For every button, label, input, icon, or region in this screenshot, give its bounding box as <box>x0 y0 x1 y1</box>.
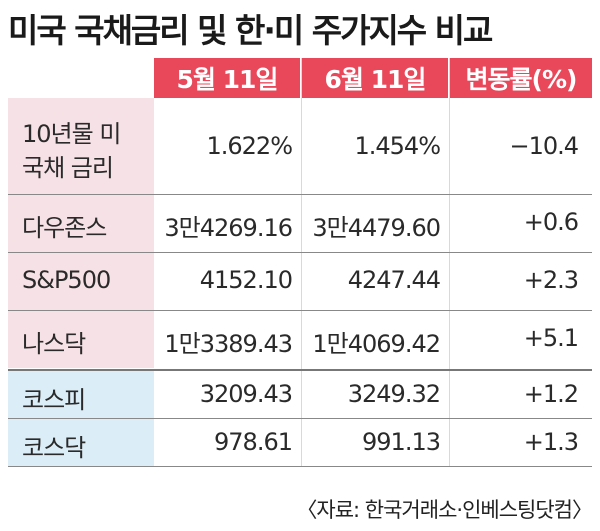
group-divider <box>8 369 592 371</box>
may-value: 3만4269.16 <box>164 214 293 242</box>
june-value: 3만4479.60 <box>312 214 441 242</box>
june-value: 4247.44 <box>347 266 441 294</box>
may-value: 4152.10 <box>199 266 293 294</box>
june-value: 1만4069.42 <box>312 330 441 358</box>
may-value: 3209.43 <box>199 380 293 408</box>
row-label-line1: 10년물 미 <box>22 120 121 148</box>
may-value: 1.622% <box>206 132 293 160</box>
change-value: +0.6 <box>523 208 579 236</box>
row-label-line2: 국채 금리 <box>22 154 114 182</box>
row-label: 코스닥 <box>22 434 86 462</box>
row-label: 다우존스 <box>22 214 107 242</box>
column-divider <box>301 58 302 466</box>
column-divider <box>449 58 450 466</box>
row-label: 나스닥 <box>22 330 86 358</box>
june-value: 3249.32 <box>347 380 441 408</box>
header-may: 5월 11일 <box>154 58 300 98</box>
may-value: 1만3389.43 <box>164 330 293 358</box>
source-note: 〈자료: 한국거래소·인베스팅닷컴〉 <box>296 498 593 522</box>
june-value: 1.454% <box>354 132 441 160</box>
change-value: −10.4 <box>509 132 579 160</box>
row-divider <box>8 194 592 195</box>
header-change: 변동률(%) <box>450 58 592 98</box>
change-value: +5.1 <box>523 324 579 352</box>
row-label: S&P500 <box>22 266 111 294</box>
change-value: +1.2 <box>523 380 579 408</box>
change-value: +1.3 <box>523 428 579 456</box>
row-divider <box>8 252 592 253</box>
june-value: 991.13 <box>362 428 441 456</box>
table-bottom-border <box>8 466 592 467</box>
row-divider <box>8 310 592 311</box>
table-title: 미국 국채금리 및 한·미 주가지수 비교 <box>8 11 493 50</box>
may-value: 978.61 <box>214 428 293 456</box>
row-divider <box>8 418 592 419</box>
row-label: 코스피 <box>22 386 86 414</box>
change-value: +2.3 <box>523 266 579 294</box>
header-june: 6월 11일 <box>302 58 448 98</box>
us-label-background <box>8 98 154 368</box>
